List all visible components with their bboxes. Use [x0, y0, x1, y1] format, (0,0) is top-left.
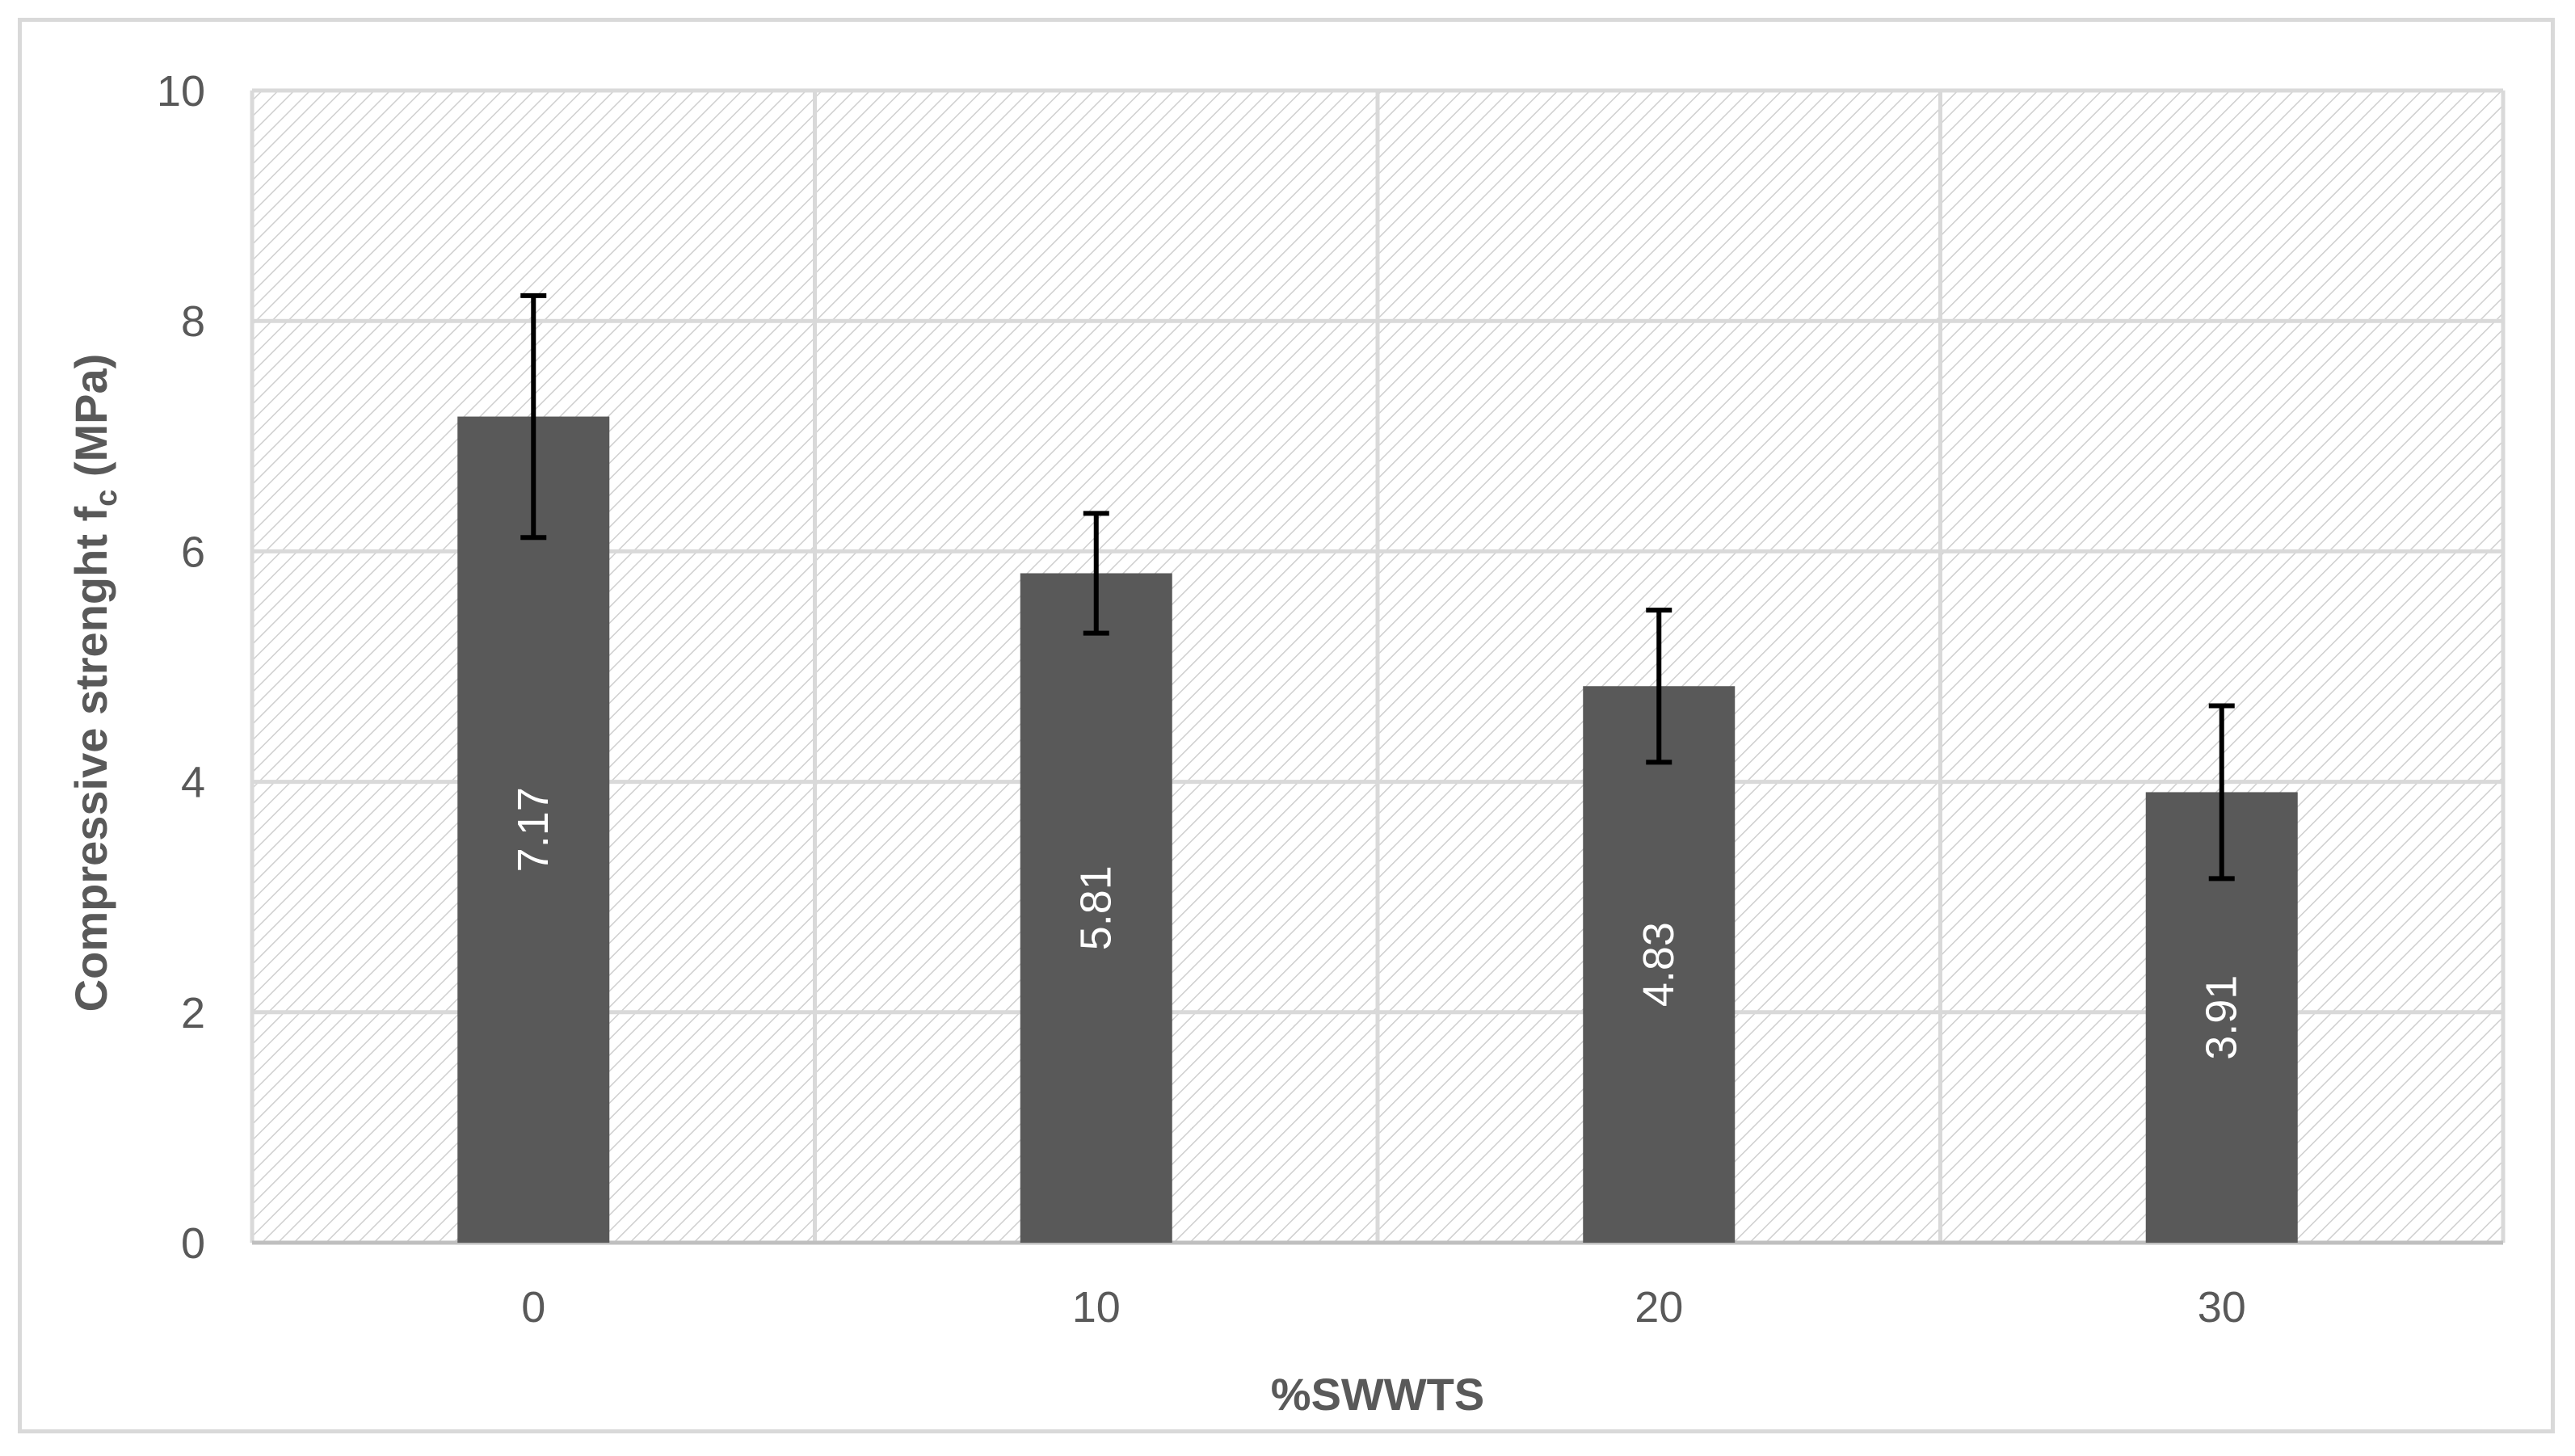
- y-axis-ticks: 0 2 4 6 8 10: [157, 67, 205, 1268]
- y-axis-title-main: Compressive strenght f: [65, 506, 116, 1012]
- bar: [1020, 573, 1172, 1243]
- y-tick-label: 4: [181, 759, 205, 807]
- bars: [457, 416, 2298, 1243]
- y-tick-label: 0: [181, 1219, 205, 1268]
- data-label: 4.83: [1635, 922, 1683, 1007]
- x-tick-label: 0: [521, 1283, 545, 1332]
- y-axis-title-subscript: c: [90, 490, 124, 507]
- bar: [457, 416, 610, 1243]
- x-tick-label: 10: [1072, 1283, 1121, 1332]
- x-axis-title: %SWWTS: [1271, 1369, 1484, 1420]
- x-axis-ticks: 0 10 20 30: [521, 1283, 2246, 1332]
- gridlines: [250, 88, 2506, 1245]
- data-label: 3.91: [2198, 975, 2246, 1060]
- x-tick-label: 30: [2198, 1283, 2246, 1332]
- y-axis-title-unit: (MPa): [65, 354, 116, 490]
- y-tick-label: 6: [181, 528, 205, 576]
- error-bars: [520, 292, 2235, 882]
- data-label: 7.17: [509, 787, 557, 872]
- bar: [1583, 686, 1736, 1243]
- y-tick-label: 10: [157, 67, 205, 116]
- data-labels: 7.17 5.81 4.83 3.91: [509, 787, 2246, 1060]
- data-label: 5.81: [1072, 865, 1121, 950]
- y-axis-title: Compressive strenght fc (MPa): [65, 354, 124, 1012]
- y-tick-label: 8: [181, 297, 205, 346]
- y-tick-label: 2: [181, 989, 205, 1037]
- x-tick-label: 20: [1635, 1283, 1683, 1332]
